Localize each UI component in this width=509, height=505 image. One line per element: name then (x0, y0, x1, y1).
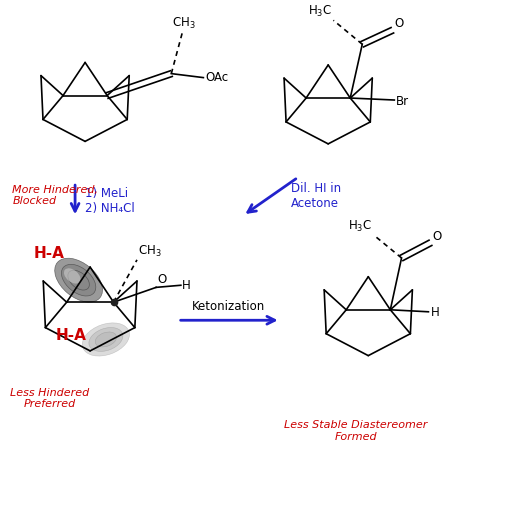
Ellipse shape (54, 259, 102, 302)
Text: Less Stable Diastereomer
Formed: Less Stable Diastereomer Formed (284, 419, 427, 441)
Ellipse shape (64, 269, 80, 284)
Text: H-A: H-A (34, 246, 64, 261)
Ellipse shape (95, 332, 116, 347)
Text: H: H (430, 306, 438, 319)
Ellipse shape (89, 328, 123, 351)
Text: CH$_3$: CH$_3$ (172, 16, 195, 31)
Text: Ketonization: Ketonization (192, 299, 265, 312)
Text: OAc: OAc (205, 71, 228, 84)
Text: O: O (157, 273, 166, 286)
Ellipse shape (68, 271, 89, 290)
Text: H$_3$C: H$_3$C (347, 218, 371, 233)
Ellipse shape (82, 323, 129, 357)
Text: O: O (393, 17, 403, 30)
Text: H$_3$C: H$_3$C (307, 4, 331, 19)
Text: CH$_3$: CH$_3$ (138, 243, 161, 259)
Text: 1) MeLi
2) NH₄Cl: 1) MeLi 2) NH₄Cl (85, 186, 134, 214)
Text: Dil. HI in
Acetone: Dil. HI in Acetone (290, 181, 340, 210)
Text: Br: Br (395, 94, 409, 108)
Text: Less Hindered
Preferred: Less Hindered Preferred (10, 387, 90, 409)
Text: O: O (432, 229, 441, 242)
Text: H: H (182, 278, 190, 291)
Text: H-A: H-A (55, 327, 87, 342)
Ellipse shape (61, 265, 96, 296)
Text: More Hindered,
Blocked: More Hindered, Blocked (12, 184, 98, 206)
